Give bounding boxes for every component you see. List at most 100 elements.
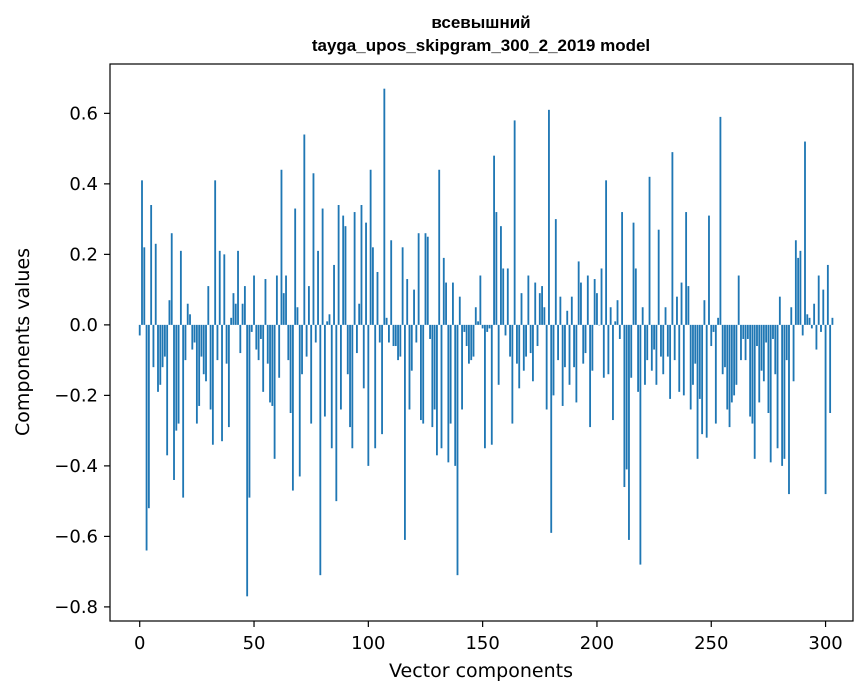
bar xyxy=(797,257,800,325)
bar xyxy=(737,275,740,325)
bar xyxy=(730,324,733,403)
bar xyxy=(605,180,608,325)
bar xyxy=(413,289,415,325)
bar xyxy=(173,324,175,480)
bar xyxy=(138,324,141,336)
bar xyxy=(552,324,555,396)
bar xyxy=(561,324,564,406)
bar xyxy=(312,173,315,325)
bar xyxy=(374,324,377,449)
bar xyxy=(205,324,207,382)
bar xyxy=(726,324,729,410)
bar xyxy=(141,180,143,325)
bar xyxy=(394,324,397,347)
x-tick-label: 200 xyxy=(580,633,614,654)
bar xyxy=(799,250,802,325)
bar xyxy=(239,324,242,354)
bar xyxy=(481,324,484,329)
bar xyxy=(275,275,278,325)
bar xyxy=(612,324,614,421)
bar xyxy=(351,324,354,449)
bar xyxy=(698,324,701,399)
x-tick-label: 150 xyxy=(465,633,499,654)
bar xyxy=(248,324,251,498)
bar xyxy=(575,324,578,403)
bar xyxy=(511,324,514,424)
bar xyxy=(376,271,379,325)
bar xyxy=(632,222,635,325)
bar xyxy=(362,324,365,389)
bar xyxy=(415,324,418,343)
bar xyxy=(355,324,358,354)
bar xyxy=(259,324,262,339)
bar xyxy=(289,324,292,413)
y-tick-label: 0.4 xyxy=(69,174,98,195)
bar xyxy=(554,219,557,325)
bar xyxy=(504,324,507,336)
bar xyxy=(202,324,205,375)
bar xyxy=(746,324,749,339)
bar xyxy=(440,324,443,449)
bar xyxy=(253,275,255,325)
bar xyxy=(534,282,537,325)
bar xyxy=(564,324,566,368)
bar xyxy=(662,324,665,375)
bar xyxy=(806,314,809,325)
bar xyxy=(177,324,180,424)
bar xyxy=(381,324,383,435)
bar xyxy=(486,324,489,332)
bar xyxy=(509,324,511,357)
bar xyxy=(646,324,649,361)
bar xyxy=(397,324,399,361)
bar xyxy=(371,247,374,325)
bar xyxy=(822,289,825,325)
bar xyxy=(669,324,672,399)
bar xyxy=(422,324,425,424)
bar xyxy=(335,324,338,502)
bar xyxy=(424,233,427,325)
bar xyxy=(157,324,159,392)
bar xyxy=(360,205,363,325)
bar xyxy=(502,268,505,325)
bar xyxy=(694,324,697,364)
bar xyxy=(436,324,438,456)
bar xyxy=(426,236,429,325)
bars-group xyxy=(138,88,834,597)
chart-title: всевышний xyxy=(431,13,530,32)
bar xyxy=(474,307,477,325)
bar xyxy=(454,324,457,466)
bar xyxy=(634,268,637,325)
bar xyxy=(609,307,612,325)
bar xyxy=(701,324,704,435)
bar xyxy=(216,324,219,361)
bar xyxy=(630,324,633,378)
bar xyxy=(168,300,171,325)
bar xyxy=(705,324,708,438)
bar xyxy=(287,324,290,361)
bar xyxy=(655,324,658,385)
bar xyxy=(742,324,745,339)
bar xyxy=(305,324,308,357)
bar xyxy=(637,324,640,392)
bar xyxy=(586,275,589,325)
bar xyxy=(616,300,619,325)
bar xyxy=(573,324,575,368)
bar xyxy=(582,324,585,364)
bar xyxy=(193,324,196,343)
bar xyxy=(225,324,228,364)
bar xyxy=(367,324,370,466)
bar xyxy=(785,324,788,361)
bar xyxy=(607,324,610,375)
bar xyxy=(198,324,201,406)
bar xyxy=(163,324,166,357)
bar xyxy=(500,226,502,325)
bar xyxy=(529,324,532,354)
bar xyxy=(513,120,516,325)
x-tick-label: 250 xyxy=(694,633,728,654)
bar xyxy=(298,324,301,477)
bar xyxy=(497,324,500,385)
bar xyxy=(671,152,674,325)
bar xyxy=(296,307,299,325)
bar xyxy=(257,324,260,361)
bar xyxy=(280,169,283,325)
